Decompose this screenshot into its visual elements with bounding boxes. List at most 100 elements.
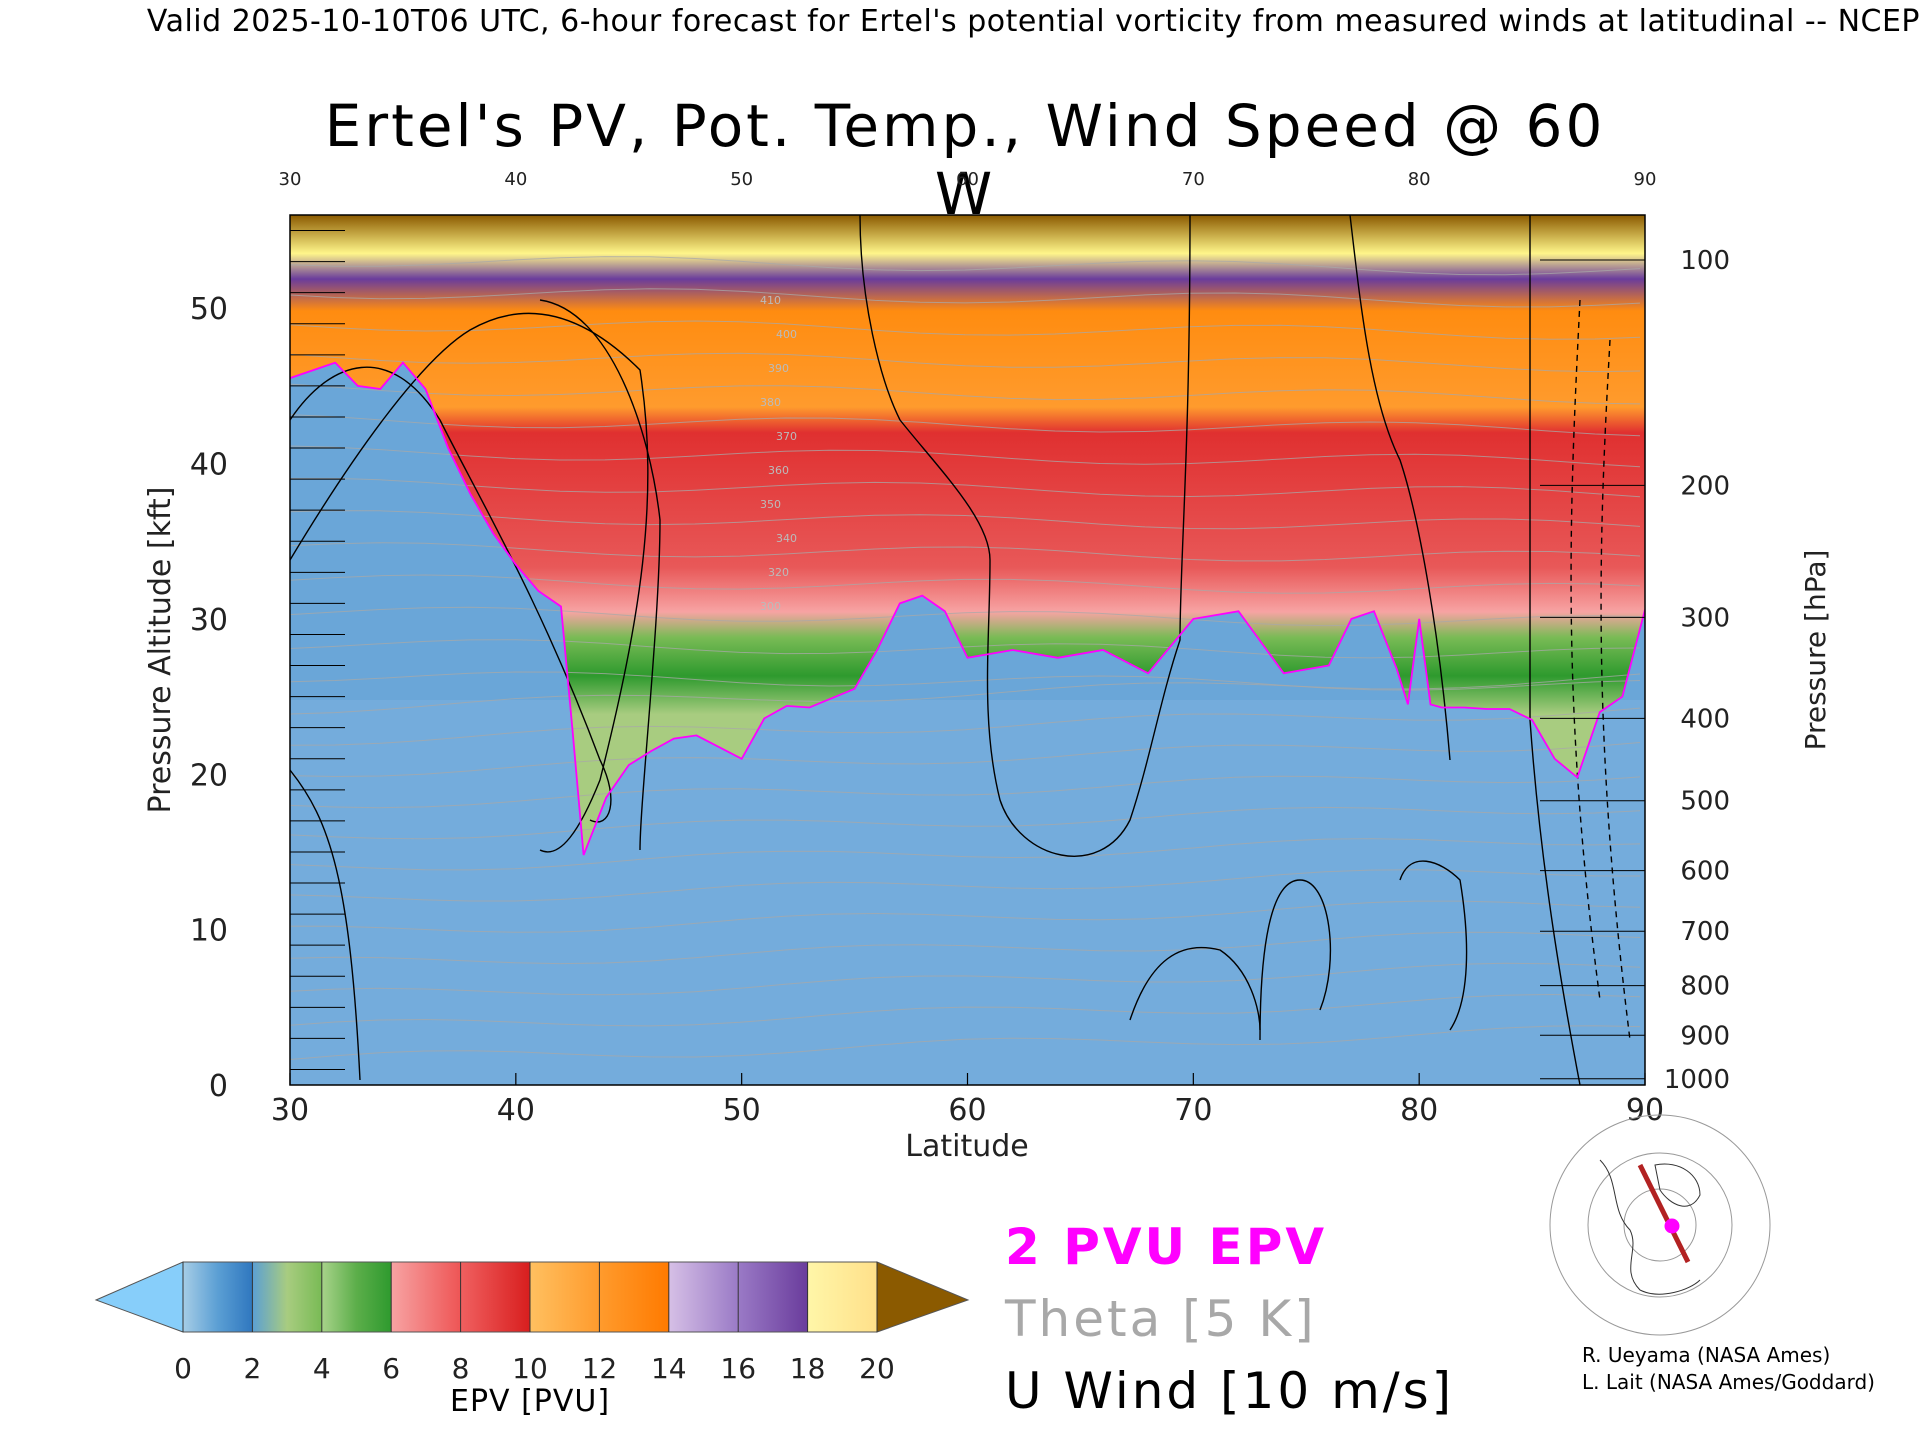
wind-contour-0-east bbox=[1529, 215, 1581, 1085]
theta-contour bbox=[290, 742, 1641, 792]
forecast-header: Valid 2025-10-10T06 UTC, 6-hour forecast… bbox=[146, 4, 1920, 39]
theta-contour bbox=[290, 320, 1641, 344]
x-tick-label-top: 90 bbox=[1634, 169, 1657, 190]
theta-contour bbox=[290, 639, 1641, 664]
legend-wind: U Wind [10 m/s] bbox=[1005, 1362, 1455, 1420]
x-tick-label-top: 80 bbox=[1408, 169, 1431, 190]
y-tick-label: 30 bbox=[190, 603, 228, 638]
theta-contour bbox=[290, 1025, 1641, 1080]
map-coastline-greenland bbox=[1654, 1163, 1701, 1207]
wind-contours bbox=[290, 215, 1631, 1085]
wind-contour-10-west bbox=[290, 366, 612, 823]
y-tick-label: 10 bbox=[190, 914, 228, 949]
colorbar-ticks: 0 2 4 6 8 10 12 14 16 18 20 bbox=[174, 1262, 895, 1385]
pressure-axis-ticks: 100 200 300 400 500 600 700 800 900 1000 bbox=[1540, 246, 1730, 1095]
theta-contour bbox=[290, 510, 1641, 536]
pressure-tick-label: 700 bbox=[1680, 917, 1730, 947]
x-tick-label: 90 bbox=[1626, 1093, 1664, 1128]
wind-contour-30-jet bbox=[539, 299, 661, 851]
theta-contour-label: 390 bbox=[768, 362, 789, 375]
x-tick-label: 80 bbox=[1400, 1093, 1438, 1128]
theta-contour bbox=[290, 414, 1641, 440]
pressure-tick-label: 900 bbox=[1680, 1021, 1730, 1051]
colorbar-tick-label: 6 bbox=[382, 1352, 400, 1385]
y-axis-label-right: Pressure [hPa] bbox=[1799, 550, 1832, 751]
x-tick-label-top: 50 bbox=[730, 169, 753, 190]
colorbar-tick-label: 20 bbox=[859, 1352, 895, 1385]
theta-contour bbox=[290, 869, 1641, 920]
colorbar-tick-label: 12 bbox=[582, 1352, 618, 1385]
x-tick-label: 50 bbox=[723, 1093, 761, 1128]
map-latitude-ring-outer bbox=[1549, 1114, 1771, 1336]
theta-contour-label: 380 bbox=[760, 396, 781, 409]
y-tick-label: 0 bbox=[209, 1069, 228, 1104]
wind-contour-10-low bbox=[1259, 879, 1332, 1041]
wind-contour-10-north bbox=[1349, 215, 1451, 761]
map-location-marker bbox=[1664, 1218, 1680, 1234]
colorbar-tick-label: 0 bbox=[174, 1352, 192, 1385]
colorbar-tick-label: 10 bbox=[512, 1352, 548, 1385]
theta-contour-label: 320 bbox=[768, 566, 789, 579]
theta-contour-label: 300 bbox=[760, 600, 781, 613]
wind-contour-10-arctic bbox=[1399, 860, 1468, 1031]
theta-contour-label: 410 bbox=[760, 294, 781, 307]
map-coastline-north-america bbox=[1599, 1159, 1701, 1295]
x-axis-ticks: 30 30 40 40 50 50 60 60 70 70 80 80 90 90 bbox=[271, 169, 1664, 1128]
plot-area: 300 320 340 350 360 370 380 390 400 410 bbox=[290, 215, 1645, 1085]
colorbar-label: EPV [PVU] bbox=[450, 1384, 611, 1419]
theta-contour bbox=[290, 256, 1641, 280]
map-meridian-60w bbox=[1637, 1163, 1691, 1264]
theta-contour bbox=[290, 383, 1641, 408]
colorbar-tick-label: 18 bbox=[790, 1352, 826, 1385]
theta-contour-label: 350 bbox=[760, 498, 781, 511]
colorbar-tick-label: 14 bbox=[651, 1352, 687, 1385]
wind-contour-10-east-dashed bbox=[1570, 299, 1601, 1001]
y-tick-label: 20 bbox=[190, 758, 228, 793]
pressure-tick-label: 200 bbox=[1680, 471, 1730, 501]
wind-contour-10-mid bbox=[859, 215, 1191, 857]
wind-contour-0-west bbox=[290, 769, 361, 1081]
x-tick-label: 70 bbox=[1174, 1093, 1212, 1128]
x-tick-label-top: 40 bbox=[504, 169, 527, 190]
theta-contour bbox=[290, 775, 1641, 824]
pressure-tick-label: 500 bbox=[1680, 787, 1730, 817]
x-tick-label: 40 bbox=[497, 1093, 535, 1128]
x-tick-label-top: 30 bbox=[279, 169, 302, 190]
pv-field-lower-shade bbox=[290, 700, 1645, 1085]
credit-line-2: L. Lait (NASA Ames/Goddard) bbox=[1582, 1370, 1875, 1394]
theta-contour bbox=[290, 574, 1641, 600]
pressure-tick-label: 800 bbox=[1680, 972, 1730, 1002]
theta-contour-label: 340 bbox=[776, 532, 797, 545]
colorbar: 0 2 4 6 8 10 12 14 16 18 20 bbox=[94, 1261, 970, 1385]
x-axis-label: Latitude bbox=[905, 1129, 1028, 1164]
pressure-tick-label: 600 bbox=[1680, 857, 1730, 887]
colorbar-under-arrow bbox=[94, 1261, 184, 1333]
y-axis-label: Pressure Altitude [kft] bbox=[143, 487, 178, 814]
colorbar-over-arrow bbox=[876, 1261, 970, 1333]
credit-line-1: R. Ueyama (NASA Ames) bbox=[1582, 1343, 1831, 1367]
x-tick-label: 60 bbox=[948, 1093, 986, 1128]
pressure-tick-label: 400 bbox=[1680, 704, 1730, 734]
colorbar-tick-label: 8 bbox=[452, 1352, 470, 1385]
y-tick-label: 40 bbox=[190, 448, 228, 483]
theta-contour bbox=[290, 962, 1641, 1016]
legend-pv: 2 PVU EPV bbox=[1005, 1218, 1328, 1276]
colorbar-tick-label: 4 bbox=[313, 1352, 331, 1385]
theta-contour bbox=[290, 542, 1641, 568]
theta-contour bbox=[290, 806, 1641, 856]
map-latitude-ring-mid bbox=[1587, 1152, 1733, 1298]
colorbar-tick-label: 16 bbox=[720, 1352, 756, 1385]
y-axis-ticks: 0 10 20 30 40 50 bbox=[190, 230, 345, 1104]
map-frame bbox=[1545, 1155, 1742, 1303]
theta-contour bbox=[290, 931, 1641, 984]
theta-contour bbox=[290, 838, 1641, 888]
pv-2pvu-contour bbox=[290, 361, 1645, 856]
theta-contour bbox=[290, 288, 1641, 312]
chart-title: Ertel's PV, Pot. Temp., Wind Speed @ 60 … bbox=[324, 92, 1606, 228]
theta-contour bbox=[290, 606, 1641, 632]
wind-contour-30-west bbox=[290, 312, 649, 853]
location-map bbox=[1545, 1114, 1771, 1336]
theta-contour bbox=[290, 671, 1641, 696]
theta-contour bbox=[290, 673, 1641, 728]
